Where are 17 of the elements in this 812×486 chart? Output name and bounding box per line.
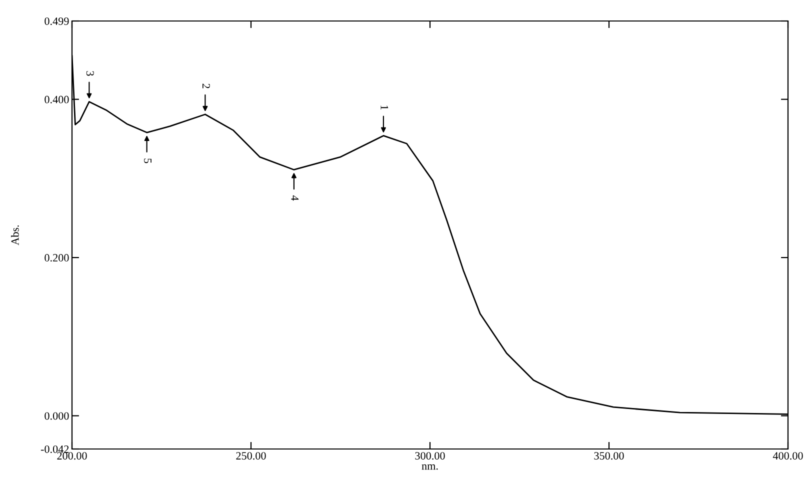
x-tick-label: 350.00 xyxy=(594,452,624,460)
annotation: 1 xyxy=(380,106,388,110)
annotation: 5 xyxy=(144,158,152,164)
annotation: 2 xyxy=(202,84,210,88)
y-tick-label: -0.042 xyxy=(40,445,69,454)
x-tick-label: 250.00 xyxy=(236,452,266,460)
y-tick-label: 0.499 xyxy=(44,17,69,26)
y-tick-label: 0.000 xyxy=(44,412,69,420)
annotation: 4 xyxy=(291,195,299,201)
annotation: 3 xyxy=(86,71,94,76)
x-tick-label: 300.00 xyxy=(415,452,445,460)
x-tick-label: 200.00 xyxy=(57,452,87,460)
y-axis-title: Abs. xyxy=(11,225,19,246)
x-axis-title: nm. xyxy=(422,464,438,470)
y-tick-label: 0.200 xyxy=(44,254,69,262)
x-tick-label: 400.00 xyxy=(772,452,803,460)
y-tick-label: 0.400 xyxy=(44,96,69,104)
